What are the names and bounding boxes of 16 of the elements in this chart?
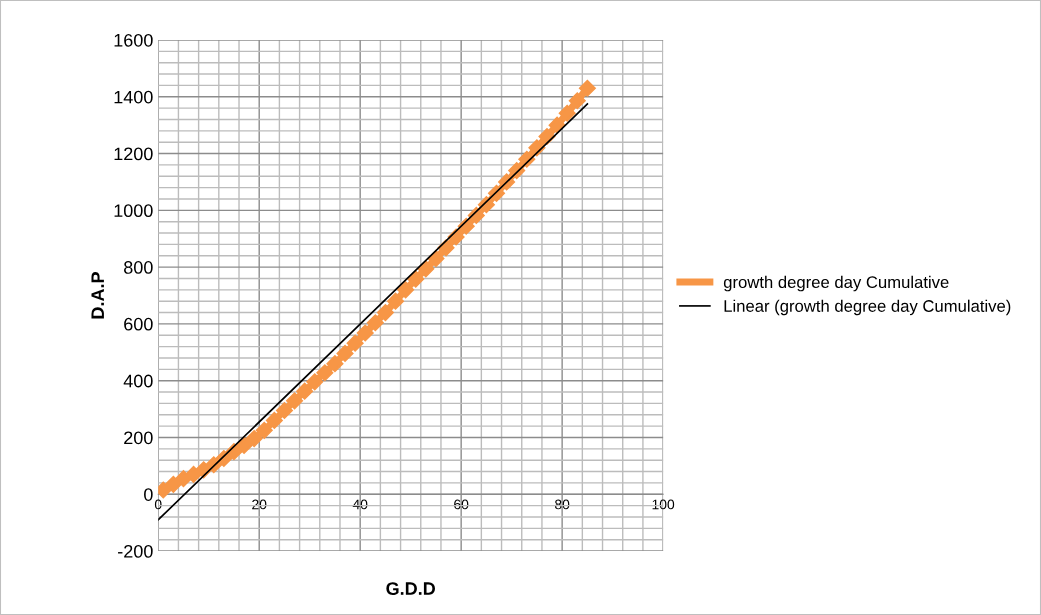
legend-label: Linear (growth degree day Cumulative) — [724, 299, 1011, 316]
legend-label: growth degree day Cumulative — [723, 275, 949, 292]
y-tick-label: 800 — [124, 261, 153, 274]
x-tick-label: 0 — [154, 499, 162, 510]
y-tick-label: 0 — [144, 488, 153, 501]
y-tick-label: 200 — [124, 431, 153, 445]
y-tick-label: 1400 — [114, 90, 153, 104]
y-tick-label: -200 — [118, 544, 153, 558]
y-tick-label: 400 — [123, 374, 153, 388]
x-tick-label: 100 — [652, 499, 675, 510]
y-tick-label: 1200 — [114, 147, 153, 161]
y-tick-label: 1000 — [114, 204, 153, 218]
y-tick-label: 600 — [124, 317, 153, 331]
y-axis-title: D.A.P — [91, 272, 104, 319]
x-axis-title: G.D.D — [386, 582, 435, 595]
y-tick-label: 1600 — [114, 33, 153, 47]
